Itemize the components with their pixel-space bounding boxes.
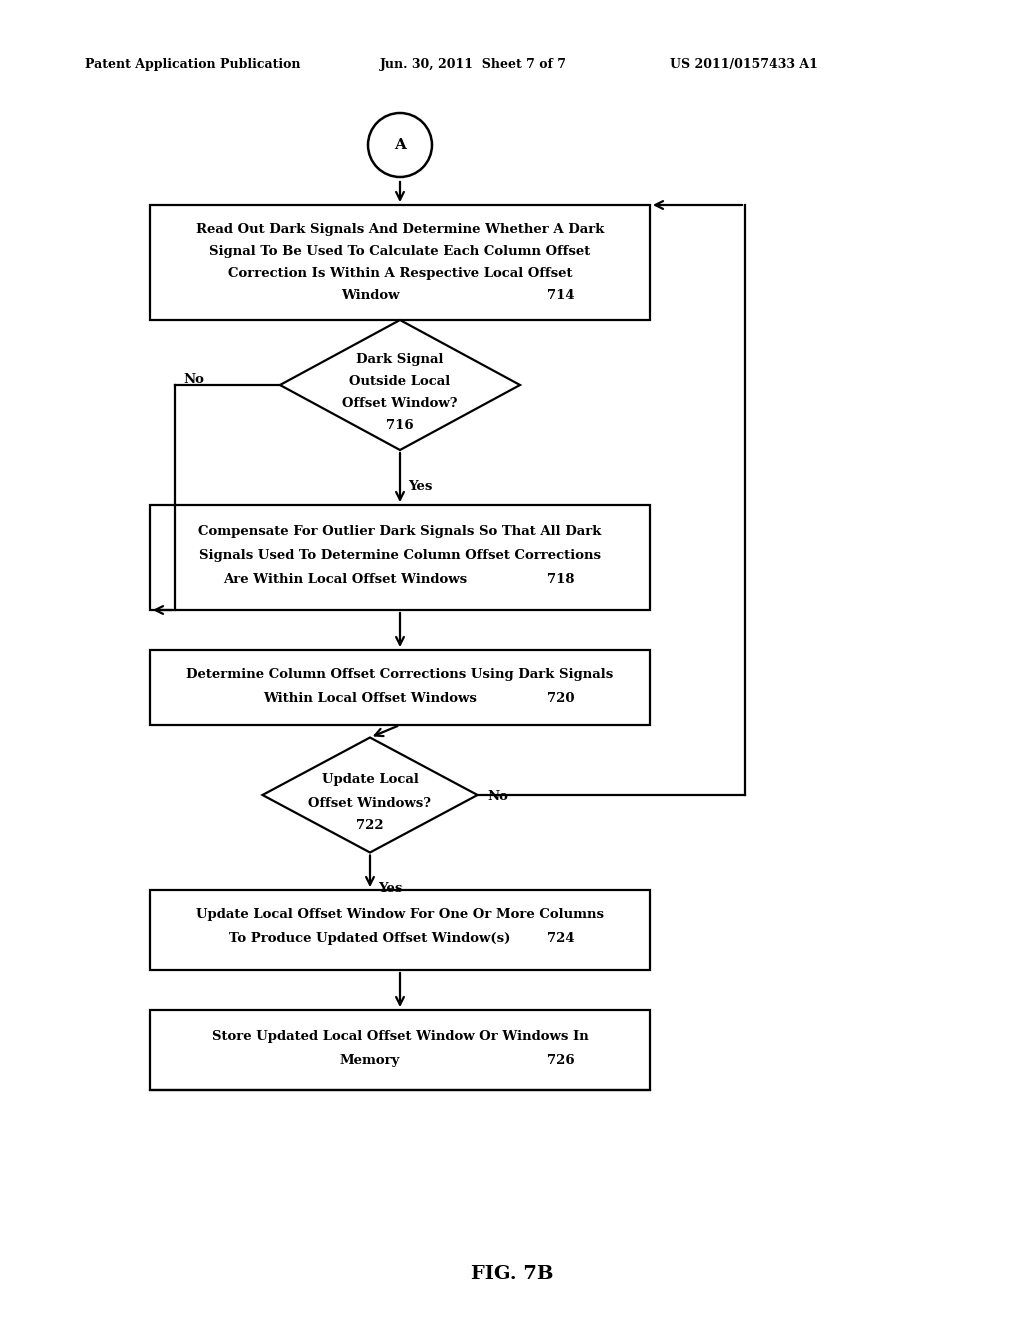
Text: Dark Signal: Dark Signal: [356, 352, 443, 366]
Text: Store Updated Local Offset Window Or Windows In: Store Updated Local Offset Window Or Win…: [212, 1030, 589, 1043]
Text: 714: 714: [548, 289, 575, 302]
Text: FIG. 7B: FIG. 7B: [471, 1265, 553, 1283]
Bar: [150, 890, 650, 970]
Text: No: No: [487, 789, 508, 803]
Text: Yes: Yes: [408, 480, 432, 492]
Text: 726: 726: [548, 1053, 575, 1067]
Bar: [150, 1010, 650, 1090]
Text: Update Local Offset Window For One Or More Columns: Update Local Offset Window For One Or Mo…: [196, 908, 604, 921]
Polygon shape: [262, 738, 477, 853]
Bar: [150, 205, 650, 319]
Bar: [150, 506, 650, 610]
Text: Jun. 30, 2011  Sheet 7 of 7: Jun. 30, 2011 Sheet 7 of 7: [380, 58, 567, 71]
Text: To Produce Updated Offset Window(s): To Produce Updated Offset Window(s): [229, 932, 511, 945]
Text: Yes: Yes: [378, 883, 402, 895]
Text: Within Local Offset Windows: Within Local Offset Windows: [263, 692, 477, 705]
Text: A: A: [394, 139, 406, 152]
Text: Offset Window?: Offset Window?: [342, 397, 458, 411]
Polygon shape: [280, 319, 520, 450]
Text: Signal To Be Used To Calculate Each Column Offset: Signal To Be Used To Calculate Each Colu…: [209, 246, 591, 257]
Text: Correction Is Within A Respective Local Offset: Correction Is Within A Respective Local …: [227, 267, 572, 280]
Text: Are Within Local Offset Windows: Are Within Local Offset Windows: [223, 573, 467, 586]
Text: 724: 724: [548, 932, 575, 945]
Text: 720: 720: [548, 692, 575, 705]
Text: Outside Local: Outside Local: [349, 375, 451, 388]
Text: Compensate For Outlier Dark Signals So That All Dark: Compensate For Outlier Dark Signals So T…: [199, 525, 602, 539]
Text: Signals Used To Determine Column Offset Corrections: Signals Used To Determine Column Offset …: [199, 549, 601, 562]
Text: Patent Application Publication: Patent Application Publication: [85, 58, 300, 71]
Text: Memory: Memory: [340, 1053, 400, 1067]
Text: Determine Column Offset Corrections Using Dark Signals: Determine Column Offset Corrections Usin…: [186, 668, 613, 681]
Text: Offset Windows?: Offset Windows?: [308, 797, 431, 810]
Circle shape: [368, 114, 432, 177]
Text: Update Local: Update Local: [322, 774, 419, 785]
Text: 718: 718: [548, 573, 575, 586]
Text: US 2011/0157433 A1: US 2011/0157433 A1: [670, 58, 818, 71]
Text: 722: 722: [356, 818, 384, 832]
Bar: [150, 649, 650, 725]
Text: Window: Window: [341, 289, 399, 302]
Text: Read Out Dark Signals And Determine Whether A Dark: Read Out Dark Signals And Determine Whet…: [196, 223, 604, 236]
Text: No: No: [183, 374, 204, 385]
Text: 716: 716: [386, 418, 414, 432]
